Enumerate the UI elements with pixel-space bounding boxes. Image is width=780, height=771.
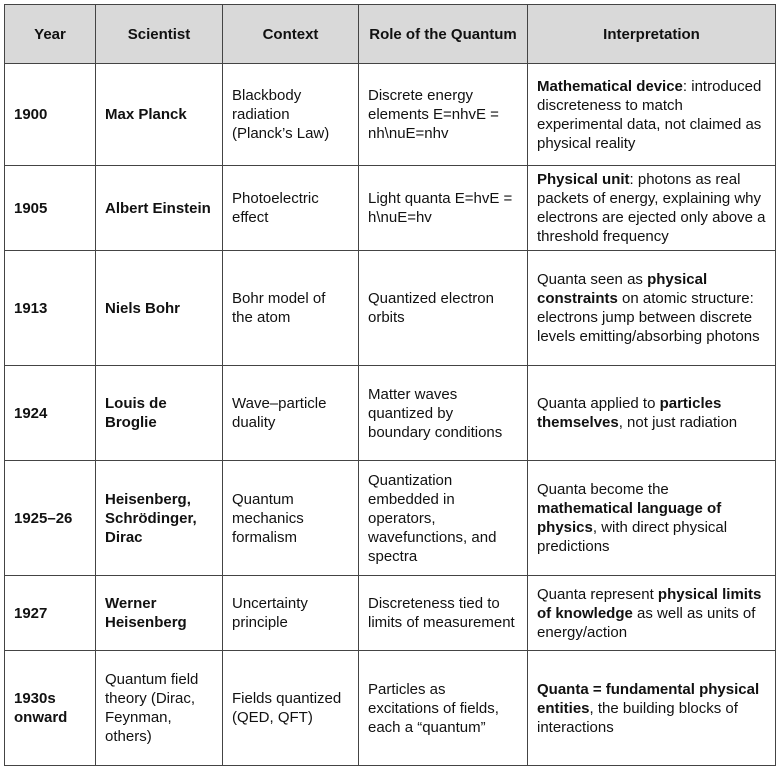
- table-row: 1925–26 Heisenberg, Schrödinger, Dirac Qua…: [4, 460, 776, 576]
- bold-text: mathematical language of physics: [537, 500, 722, 536]
- year-cell: 1900: [4, 63, 96, 166]
- text: , with direct physical predictions: [537, 519, 728, 555]
- bold-text: particles themselves: [537, 395, 722, 431]
- scientist-cell: Max Planck: [95, 63, 223, 166]
- role-cell: Quantized electron orbits: [358, 250, 528, 366]
- scientist-cell: Heisenberg, Schrödinger, Dirac: [95, 460, 223, 576]
- scientist-cell: Louis de Broglie: [95, 365, 223, 461]
- year-cell: 1930s onward: [4, 650, 96, 766]
- table-row: 1924 Louis de Broglie Wave–particle dualit…: [4, 365, 776, 461]
- text: : introduced discreteness to match exper…: [537, 77, 762, 152]
- table-row: 1927 Werner Heisenberg Uncertainty princip…: [4, 575, 776, 651]
- bold-text: Mathematical device: [537, 77, 683, 95]
- interpretation-cell: Mathematical device: introduced discrete…: [527, 63, 776, 166]
- scientist-cell: Albert Einstein: [95, 165, 223, 251]
- role-cell: Discreteness tied to limits of measureme…: [358, 575, 528, 651]
- interpretation-cell: Quanta = fundamental physical entities, …: [527, 650, 776, 766]
- text: Quanta seen as: [537, 271, 648, 288]
- context-cell: Blackbody radiation (Planck’s Law): [222, 63, 359, 166]
- header-cell: Year: [4, 4, 96, 64]
- context-cell: Photoelectric effect: [222, 165, 359, 251]
- header-row: Year Scientist Context Role of the Quantum I…: [4, 4, 776, 64]
- year-cell: 1924: [4, 365, 96, 461]
- scientist-cell: Quantum field theory (Dirac, Feynman, ot…: [95, 650, 223, 766]
- scientist-cell: Niels Bohr: [95, 250, 223, 366]
- year-cell: 1925–26: [4, 460, 96, 576]
- interpretation-cell: Quanta become the mathematical language …: [527, 460, 776, 576]
- role-cell: Particles as excitations of fields, each…: [358, 650, 528, 766]
- header-cell: Role of the Quantum: [358, 4, 528, 64]
- interpretation-cell: Quanta applied to particles themselves, …: [527, 365, 776, 461]
- role-cell: Light quanta E=hvE = h\nuE=hv: [358, 165, 528, 251]
- text: , the building blocks of interactions: [537, 699, 738, 736]
- bold-text: physical constraints: [537, 271, 708, 307]
- table-row: 1913 Niels Bohr Bohr model of the atom Quan…: [4, 250, 776, 366]
- table-row: 1905 Albert Einstein Photoelectric effect L…: [4, 165, 776, 251]
- text: : photons as real packets of energy, exp…: [537, 171, 766, 245]
- text: , not just radiation: [618, 414, 738, 431]
- context-cell: Bohr model of the atom: [222, 250, 359, 366]
- text: on atomic structure: electrons jump betw…: [537, 290, 760, 345]
- interpretation-cell: Quanta seen as physical constraints on a…: [527, 250, 776, 366]
- context-cell: Fields quantized (QED, QFT): [222, 650, 359, 766]
- bold-text: Physical unit: [537, 171, 630, 188]
- text: Quanta become the: [537, 481, 669, 498]
- role-cell: Matter waves quantized by boundary condi…: [358, 365, 528, 461]
- header-cell: Interpretation: [527, 4, 776, 64]
- table-row: 1900 Max Planck Blackbody radiation (Planc…: [4, 63, 776, 166]
- role-cell: Discrete energy elements E=nhvE = nh\nuE…: [358, 63, 528, 166]
- context-cell: Wave–particle duality: [222, 365, 359, 461]
- context-cell: Uncertainty principle: [222, 575, 359, 651]
- year-cell: 1927: [4, 575, 96, 651]
- header-cell: Scientist: [95, 4, 223, 64]
- scientist-cell: Werner Heisenberg: [95, 575, 223, 651]
- context-cell: Quantum mechanics formalism: [222, 460, 359, 576]
- header-cell: Context: [222, 4, 359, 64]
- history-table: Year Scientist Context Role of the Quantum I…: [4, 4, 776, 766]
- interpretation-cell: Quanta represent physical limits of know…: [527, 575, 776, 651]
- year-cell: 1913: [4, 250, 96, 366]
- bold-text: physical limits of knowledge: [537, 585, 762, 622]
- year-cell: 1905: [4, 165, 96, 251]
- role-cell: Quantization embedded in operators, wave…: [358, 460, 528, 576]
- text: as well as units of energy/action: [537, 604, 756, 641]
- text: Quanta represent: [537, 585, 658, 603]
- bold-text: Quanta = fundamental physical entities: [537, 680, 760, 717]
- table-body: 1900 Max Planck Blackbody radiation (Planc…: [4, 63, 776, 766]
- interpretation-cell: Physical unit: photons as real packets o…: [527, 165, 776, 251]
- text: Quanta applied to: [537, 395, 660, 412]
- table-row: 1930s onward Quantum field theory (Dirac,…: [4, 650, 776, 766]
